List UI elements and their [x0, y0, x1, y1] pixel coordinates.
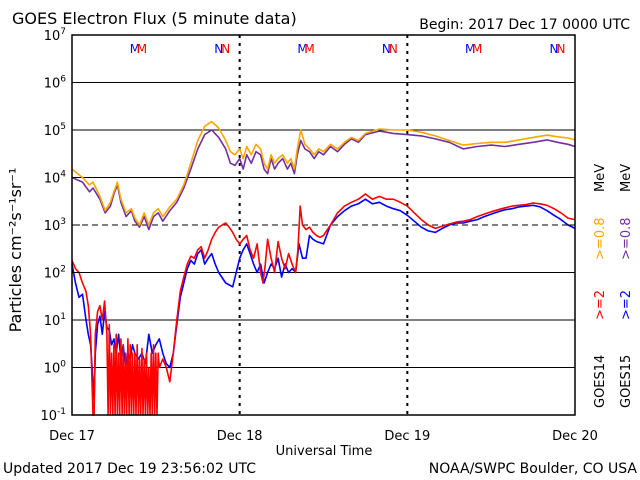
y-tick-label: 100 [44, 360, 67, 377]
y-tick-label: 101 [44, 312, 66, 329]
marker-label: M [297, 42, 307, 56]
x-tick-label: Dec 20 [552, 429, 598, 444]
legend-satellite: GOES15 [619, 355, 634, 408]
x-tick-label: Dec 17 [49, 429, 95, 444]
legend-unit: MeV [593, 164, 608, 192]
marker-label: M [130, 42, 140, 56]
marker-label: N [550, 42, 559, 56]
marker-label: N [382, 42, 391, 56]
legend-entry: >=2>=0.8 [593, 217, 608, 320]
x-tick-label: Dec 19 [384, 429, 430, 444]
legend-entry: >=2>=0.8 [619, 217, 634, 320]
x-axis-ticks: Dec 17 Dec 18 Dec 19 Dec 20 [49, 429, 598, 444]
marker-label: M [137, 42, 147, 56]
marker-label: N [389, 42, 398, 56]
series-lines [71, 120, 576, 416]
marker-label: N [214, 42, 223, 56]
marker-label: M [304, 42, 314, 56]
y-tick-label: 102 [44, 265, 66, 282]
y-tick-label: 105 [44, 122, 66, 139]
credit-text: NOAA/SWPC Boulder, CO USA [429, 461, 638, 477]
chart-title: GOES Electron Flux (5 minute data) [12, 9, 297, 28]
series-line [71, 193, 576, 416]
marker-label: M [472, 42, 482, 56]
legend: GOES14 GOES15 >=2>=0.8 >=2>=0.8 MeV MeV [593, 164, 634, 408]
y-tick-label: 10-1 [40, 407, 66, 424]
x-axis-label: Universal Time [276, 444, 373, 459]
updated-time: Updated 2017 Dec 19 23:56:02 UTC [3, 461, 256, 477]
y-axis-ticks: 10-1 100 101 102 103 104 105 106 107 [40, 27, 575, 424]
legend-unit: MeV [619, 164, 634, 192]
marker-label: N [557, 42, 566, 56]
series-line [71, 129, 576, 231]
marker-label: M [465, 42, 475, 56]
series-line [71, 120, 576, 226]
begin-time: Begin: 2017 Dec 17 0000 UTC [419, 17, 630, 33]
x-tick-label: Dec 18 [217, 429, 263, 444]
mm-nn-markers: MM NN MM NN MM NN [130, 42, 566, 56]
y-tick-label: 106 [44, 75, 67, 92]
y-tick-label: 107 [44, 27, 66, 44]
legend-satellite: GOES14 [593, 355, 608, 408]
marker-label: N [221, 42, 230, 56]
grid-lines [72, 82, 575, 368]
y-tick-label: 104 [44, 170, 67, 187]
series-line [71, 198, 576, 402]
y-axis-label: Particles cm⁻²s⁻¹sr⁻¹ [6, 168, 25, 333]
y-tick-label: 103 [44, 217, 66, 234]
